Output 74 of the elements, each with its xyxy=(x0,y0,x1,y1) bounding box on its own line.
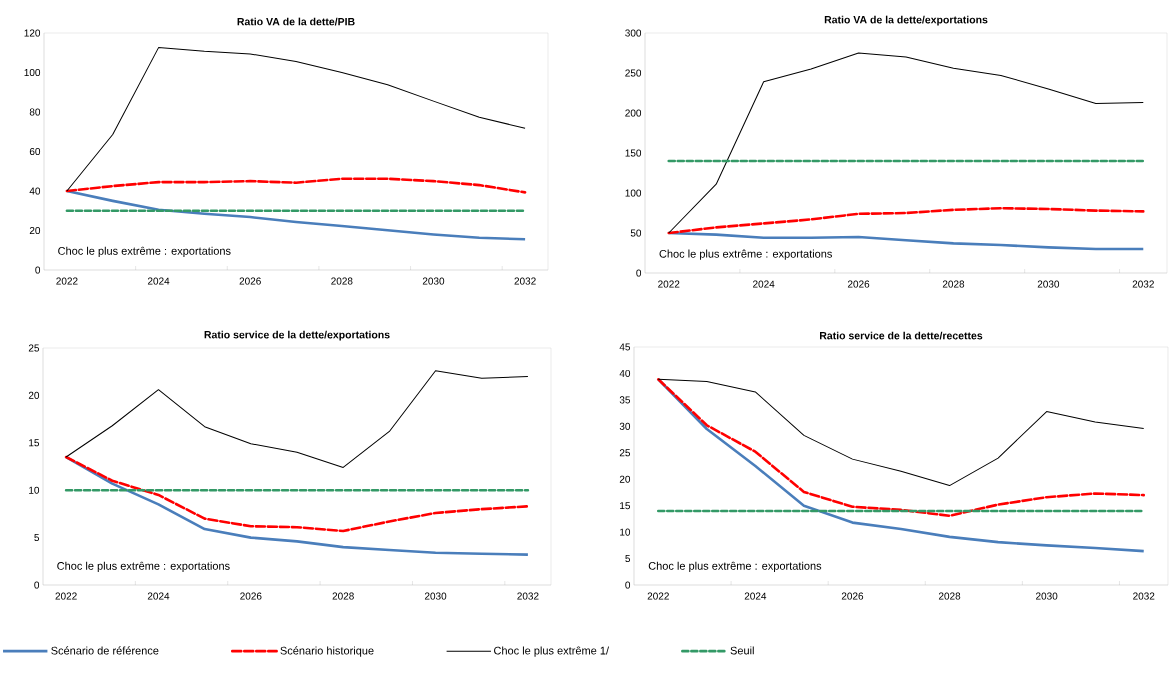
line-series xyxy=(657,378,1145,487)
y-tick-label: 100 xyxy=(625,189,642,197)
line-series xyxy=(66,47,526,192)
y-tick-label: 200 xyxy=(625,109,642,117)
y-tick-label: 40 xyxy=(619,369,631,377)
x-tick-label: 2030 xyxy=(1036,592,1058,600)
x-tick-label: 2030 xyxy=(422,277,445,285)
y-tick-label: 35 xyxy=(619,396,631,404)
y-tick-label: 0 xyxy=(636,269,642,277)
x-tick-label: 2024 xyxy=(147,277,170,285)
x-tick-label: 2024 xyxy=(744,592,767,600)
y-tick-label: 120 xyxy=(24,29,41,37)
y-tick-label: 25 xyxy=(619,449,631,457)
y-tick-label: 0 xyxy=(35,266,41,274)
x-tick-label: 2024 xyxy=(753,280,775,288)
y-tick-label: 100 xyxy=(24,68,41,77)
chart-title: Ratio service de la dette/exportations xyxy=(204,330,390,341)
x-tick-label: 2022 xyxy=(658,280,680,288)
chart-title: Ratio VA de la dette/exportations xyxy=(824,15,988,26)
x-tick-label: 2022 xyxy=(56,277,78,285)
line-series xyxy=(64,455,530,533)
line-series xyxy=(668,52,1144,234)
line-series xyxy=(65,177,527,194)
y-tick-label: 10 xyxy=(29,486,40,494)
annotation: Choc le plus extrême : exportations xyxy=(57,561,230,572)
x-tick-label: 2028 xyxy=(938,592,961,600)
chart-title: Ratio service de la dette/recettes xyxy=(820,331,983,340)
y-tick-label: 25 xyxy=(28,344,40,352)
y-tick-label: 10 xyxy=(620,528,631,536)
x-tick-label: 2030 xyxy=(1037,280,1060,288)
y-tick-label: 50 xyxy=(630,229,642,237)
y-tick-label: 20 xyxy=(29,226,41,235)
annotation: Choc le plus extrême : exportations xyxy=(648,561,822,572)
y-tick-label: 30 xyxy=(619,422,631,430)
legend-label: Scénario historique xyxy=(280,646,374,657)
x-tick-label: 2026 xyxy=(240,592,262,600)
x-tick-label: 2028 xyxy=(331,277,353,285)
y-tick-label: 250 xyxy=(625,69,642,77)
y-tick-label: 5 xyxy=(625,555,631,563)
chart-title: Ratio VA de la dette/PIB xyxy=(237,17,355,26)
y-tick-label: 15 xyxy=(29,439,40,447)
x-tick-label: 2028 xyxy=(942,280,965,288)
y-tick-label: 40 xyxy=(29,187,41,195)
legend-label: Choc le plus extrême 1/ xyxy=(494,646,610,657)
y-tick-label: 45 xyxy=(619,343,631,351)
x-tick-label: 2026 xyxy=(841,592,864,600)
x-tick-label: 2032 xyxy=(1132,280,1154,288)
y-tick-label: 150 xyxy=(625,149,642,157)
y-tick-label: 20 xyxy=(28,391,40,399)
annotation: Choc le plus extrême : exportations xyxy=(58,246,231,257)
line-series xyxy=(656,377,1146,518)
y-tick-label: 0 xyxy=(625,581,631,589)
x-tick-label: 2022 xyxy=(55,592,77,600)
x-tick-label: 2032 xyxy=(514,277,536,285)
y-tick-label: 60 xyxy=(29,147,41,156)
x-tick-label: 2028 xyxy=(332,592,354,600)
x-tick-label: 2030 xyxy=(424,592,447,600)
legend-label: Scénario de référence xyxy=(51,646,159,655)
x-tick-label: 2032 xyxy=(1133,592,1155,600)
y-tick-label: 300 xyxy=(625,29,642,37)
x-tick-label: 2022 xyxy=(647,592,669,600)
y-tick-label: 0 xyxy=(34,581,40,589)
y-tick-label: 80 xyxy=(29,108,41,116)
annotation: Choc le plus extrême : exportations xyxy=(659,249,832,260)
x-tick-label: 2024 xyxy=(147,592,170,600)
x-tick-label: 2032 xyxy=(517,592,539,600)
y-tick-label: 15 xyxy=(620,502,631,510)
line-series xyxy=(65,189,527,241)
y-tick-label: 5 xyxy=(34,534,40,542)
line-series xyxy=(65,370,529,468)
legend-label: Seuil xyxy=(730,646,754,655)
x-tick-label: 2026 xyxy=(847,280,870,288)
x-tick-label: 2026 xyxy=(239,277,261,285)
y-tick-label: 20 xyxy=(619,475,631,483)
